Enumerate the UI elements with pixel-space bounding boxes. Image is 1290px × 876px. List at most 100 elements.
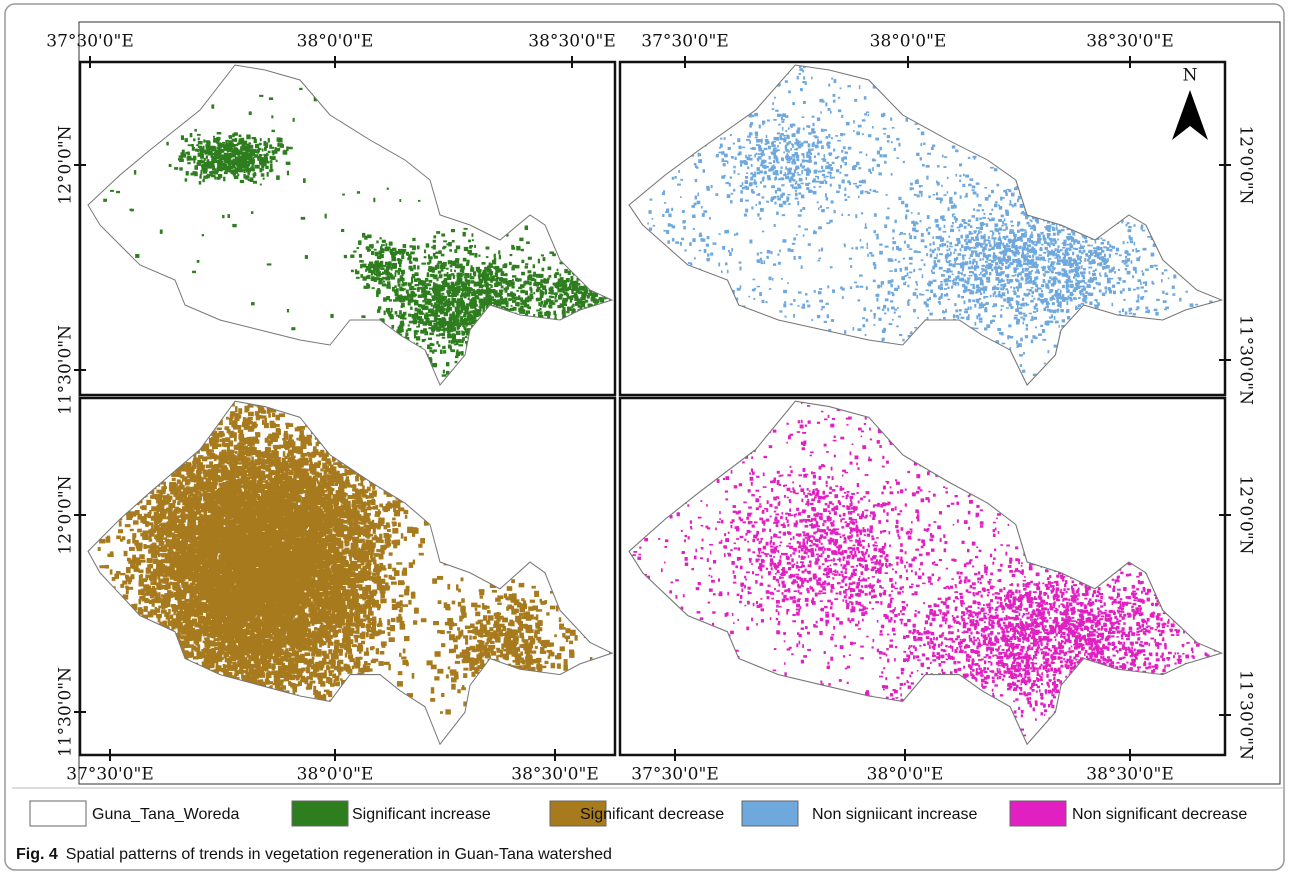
- pixel: [575, 280, 579, 285]
- pixel: [524, 225, 529, 230]
- pixel: [185, 171, 189, 176]
- pixel: [548, 291, 553, 294]
- pixel: [948, 235, 951, 238]
- pixel: [813, 155, 817, 158]
- pixel: [777, 113, 781, 117]
- pixel: [917, 251, 921, 254]
- pixel: [695, 165, 698, 168]
- pixel: [780, 177, 785, 181]
- pixel: [982, 235, 986, 240]
- pixel: [944, 288, 947, 290]
- pixel: [1068, 249, 1072, 251]
- pixel: [989, 213, 993, 216]
- pixel: [981, 249, 985, 252]
- pixel: [766, 250, 771, 254]
- pixel: [1065, 247, 1070, 250]
- pixel: [949, 242, 953, 245]
- pixel: [198, 160, 203, 164]
- pixel: [521, 271, 525, 276]
- pixel: [903, 233, 906, 235]
- pixel: [1094, 240, 1097, 244]
- pixel: [475, 296, 480, 300]
- pixel: [953, 265, 956, 268]
- pixel: [216, 136, 221, 140]
- pixel: [980, 288, 984, 290]
- pixel: [1076, 307, 1080, 309]
- pixel: [1099, 272, 1101, 276]
- pixel: [805, 159, 810, 163]
- pixel: [880, 281, 884, 285]
- pixel: [253, 138, 257, 144]
- pixel: [304, 255, 309, 259]
- pixel: [801, 306, 806, 309]
- pixel: [1052, 252, 1055, 257]
- pixel: [216, 149, 220, 153]
- pixel: [974, 278, 978, 281]
- pixel: [408, 298, 414, 303]
- pixel: [133, 170, 137, 175]
- pixel: [948, 263, 953, 267]
- pixel: [881, 337, 885, 341]
- pixel: [592, 298, 597, 303]
- pixel: [528, 281, 532, 286]
- pixel: [1028, 279, 1033, 284]
- pixel: [223, 166, 226, 169]
- pixel: [195, 148, 199, 152]
- pixel: [441, 288, 444, 291]
- pixel: [837, 155, 840, 158]
- pixel: [1007, 255, 1011, 259]
- pixel: [424, 315, 428, 320]
- pixel: [737, 138, 741, 143]
- pixel: [270, 160, 273, 164]
- pixel: [1111, 284, 1116, 288]
- pixel: [1018, 265, 1021, 267]
- pixel: [398, 248, 403, 252]
- pixel: [1030, 240, 1033, 244]
- pixel: [1076, 284, 1079, 288]
- pixel: [1124, 259, 1128, 262]
- pixel: [227, 155, 232, 159]
- pixel: [860, 246, 864, 249]
- pixel: [398, 298, 403, 303]
- pixel: [991, 208, 994, 211]
- pixel: [401, 302, 405, 308]
- pixel: [435, 315, 441, 317]
- pixel: [972, 283, 975, 287]
- pixel: [501, 298, 506, 304]
- pixel: [813, 161, 818, 165]
- pixel: [1069, 280, 1073, 283]
- pixel: [837, 139, 841, 142]
- pixel: [971, 261, 975, 265]
- pixel: [815, 146, 819, 149]
- pixel: [914, 229, 919, 233]
- pixel: [214, 171, 218, 174]
- pixel: [396, 294, 401, 299]
- pixel: [985, 270, 988, 275]
- pixel: [739, 160, 744, 164]
- pixel: [512, 275, 517, 278]
- pixel: [801, 153, 805, 156]
- pixel: [1066, 301, 1069, 306]
- pixel: [1048, 245, 1051, 248]
- pixel: [478, 305, 483, 308]
- pixel: [984, 308, 988, 313]
- pixel: [1090, 252, 1093, 256]
- pixel: [757, 153, 762, 155]
- pixel: [1057, 302, 1062, 306]
- pixel: [942, 218, 946, 222]
- pixel: [476, 283, 479, 287]
- pixel: [1124, 268, 1128, 271]
- pixel: [1089, 302, 1092, 304]
- pixel: [1005, 192, 1008, 196]
- pixel: [1081, 252, 1084, 255]
- pixel: [412, 245, 416, 251]
- pixel: [437, 318, 442, 320]
- pixel: [821, 145, 824, 149]
- pixel: [456, 325, 459, 330]
- pixel: [520, 289, 525, 294]
- pixel: [1054, 309, 1057, 312]
- pixel: [915, 281, 918, 284]
- pixel: [991, 246, 995, 250]
- pixel: [1068, 259, 1072, 263]
- pixel: [1033, 305, 1037, 310]
